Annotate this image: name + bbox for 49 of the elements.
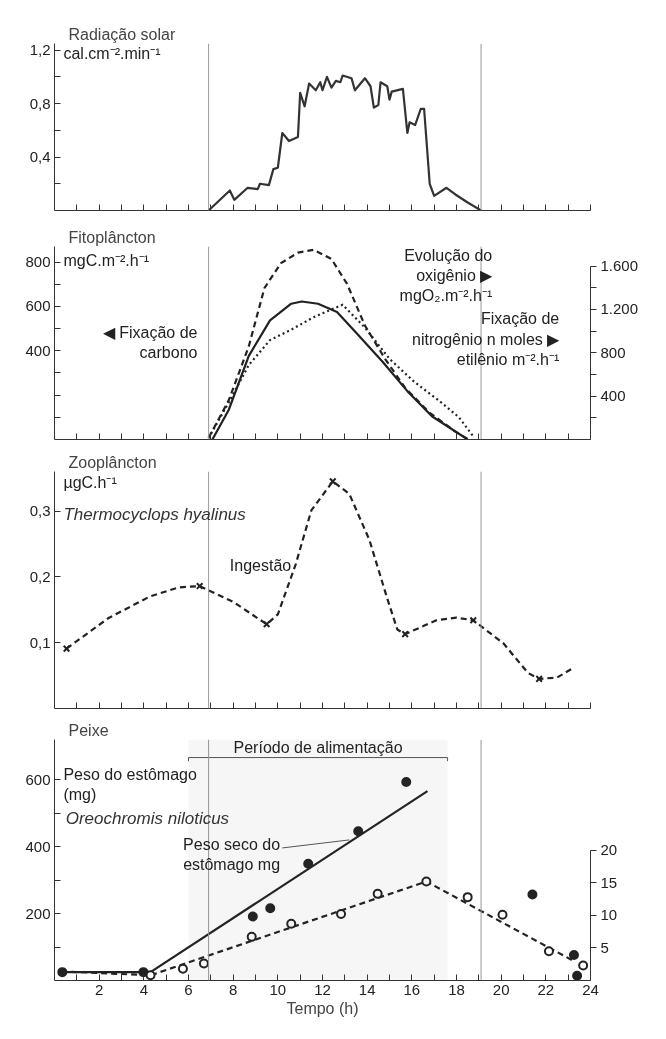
- y2-tick-label: 800: [600, 343, 626, 361]
- y2-tick-label: 10: [600, 906, 618, 924]
- x-tick-label: 22: [537, 980, 555, 998]
- chart-title: Radiação solar: [68, 25, 176, 43]
- text: ◀ Fixação de carbono: [102, 323, 198, 362]
- x-tick-label: 14: [358, 980, 376, 998]
- y2-tick-label: 15: [600, 873, 618, 891]
- y2-tick-label: 5: [600, 938, 609, 956]
- chart-title: Peixe: [68, 721, 109, 739]
- y-tick-label: 0,4: [29, 148, 51, 166]
- y-tick-label: 600: [25, 770, 51, 788]
- y-axis-title: mgC.m⁻².h⁻¹: [63, 252, 149, 270]
- series-label: Ingestão: [229, 556, 292, 574]
- text: Evolução do oxigênio ▶ mgO₂.m⁻².h⁻¹: [399, 246, 494, 305]
- y2-tick-label: 20: [600, 841, 618, 859]
- band-label: Período de alimentação: [233, 738, 403, 756]
- x-tick-label: 12: [314, 980, 331, 998]
- y-tick-label: 400: [25, 341, 51, 359]
- chart-title: Fitoplâncton: [68, 228, 156, 246]
- annotation: Peso seco do estômago mg: [183, 835, 281, 874]
- x-tick-label: 20: [492, 980, 510, 998]
- x-tick-label: 18: [448, 980, 465, 998]
- y-tick-label: 200: [25, 904, 51, 922]
- annotation: Thermocyclops hyalinus: [63, 504, 247, 524]
- y-tick-label: 0,3: [29, 502, 51, 519]
- annotation: Oreochromis niloticus: [65, 809, 230, 829]
- y-tick-label: 0,8: [29, 94, 51, 112]
- y-tick-label: 400: [25, 837, 51, 855]
- y-tick-label: 600: [25, 297, 51, 315]
- y-tick-label: 1,2: [29, 41, 51, 59]
- x-tick-label: 4: [139, 980, 149, 998]
- y2-tick-label: 1.200: [600, 300, 639, 318]
- chart-title: Zooplâncton: [68, 453, 157, 471]
- x-tick-label: 2: [95, 980, 104, 998]
- y2-tick-label: 400: [600, 387, 626, 405]
- x-tick-label: 10: [269, 980, 287, 998]
- x-tick-label: 8: [229, 980, 238, 998]
- y-axis-title: Peso do estômago (mg): [63, 766, 197, 804]
- y-axis-title: µgC.h⁻¹: [63, 473, 117, 491]
- x-tick-label: 6: [184, 980, 193, 998]
- x-axis-title: Tempo (h): [286, 999, 359, 1017]
- y-tick-label: 0,2: [29, 567, 51, 585]
- x-tick-label: 16: [403, 980, 421, 998]
- y-axis-title: cal.cm⁻².min⁻¹: [63, 45, 161, 63]
- y-tick-label: 800: [25, 253, 51, 271]
- y2-tick-label: 1.600: [600, 257, 639, 275]
- y-tick-label: 0,1: [29, 633, 51, 651]
- x-tick-label: 24: [582, 980, 599, 998]
- series-label: Fixação de nitrogênio n moles ▶ etilênio m⁻².h⁻¹: [412, 310, 561, 368]
